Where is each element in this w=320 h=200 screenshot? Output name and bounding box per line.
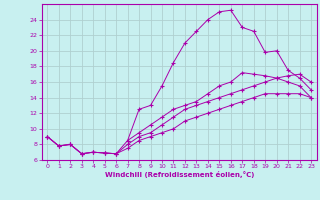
X-axis label: Windchill (Refroidissement éolien,°C): Windchill (Refroidissement éolien,°C) — [105, 171, 254, 178]
